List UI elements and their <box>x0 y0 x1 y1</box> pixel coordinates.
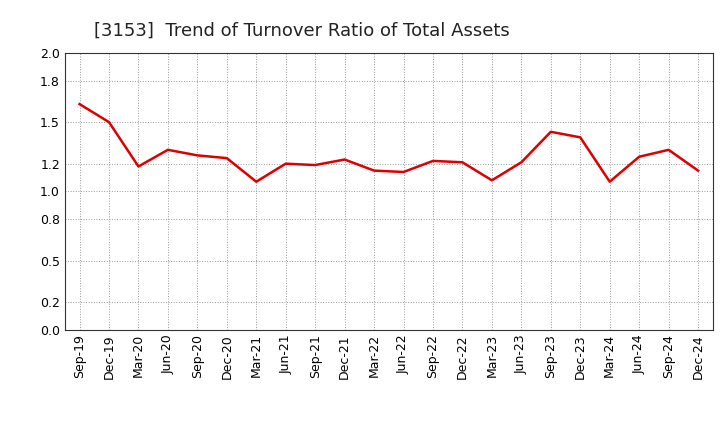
Text: [3153]  Trend of Turnover Ratio of Total Assets: [3153] Trend of Turnover Ratio of Total … <box>94 22 509 40</box>
